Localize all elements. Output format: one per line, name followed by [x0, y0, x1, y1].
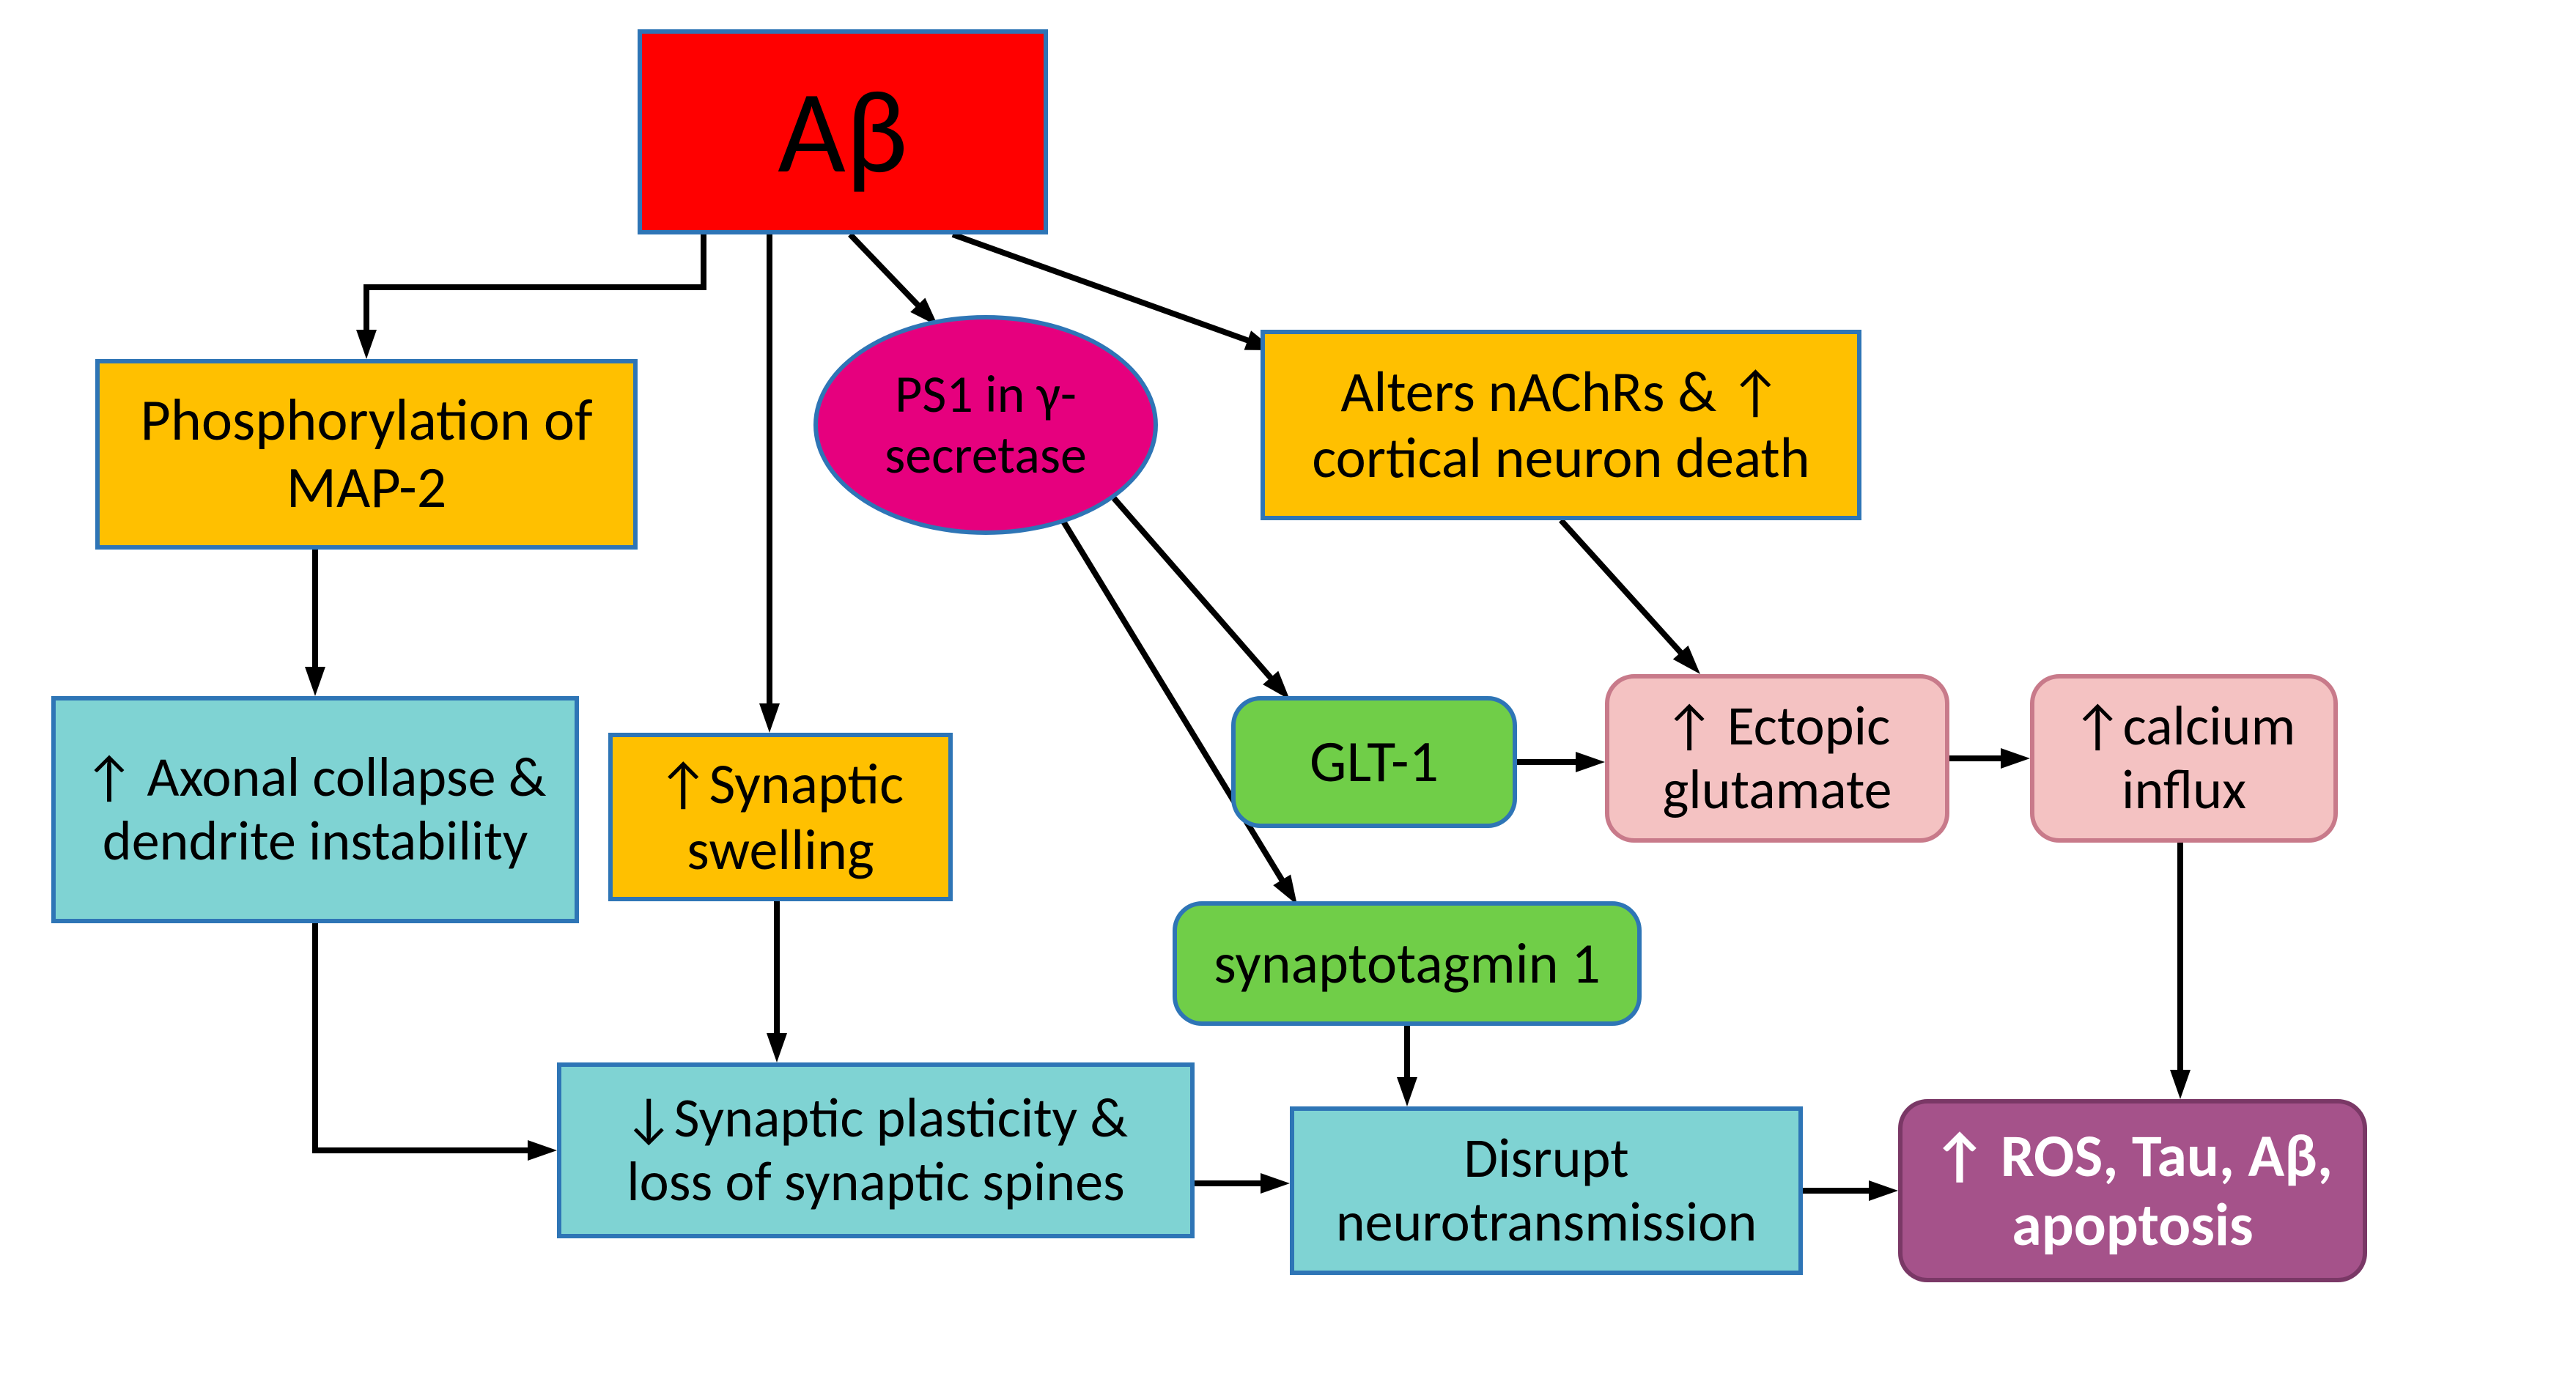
edge-nachrs-to-ectopic [1561, 520, 1689, 661]
arrowhead-axonal-to-plasticity [528, 1140, 557, 1161]
arrowhead-glt1-to-ectopic [1576, 752, 1605, 772]
arrowhead-syt1-to-disrupt [1397, 1077, 1417, 1106]
node-axonal: ↑ Axonal collapse & dendrite instability [51, 696, 579, 923]
node-abeta: Aβ [638, 29, 1048, 234]
node-ros: ↑ ROS, Tau, Aβ, apoptosis [1898, 1099, 2367, 1282]
node-map2: Phosphorylation of MAP-2 [95, 359, 638, 550]
node-swelling: ↑Synaptic swelling [608, 733, 953, 901]
arrowhead-ps1-to-syt1 [1273, 875, 1297, 905]
edge-abeta-to-ps1 [850, 234, 926, 314]
edge-ps1-to-glt1 [1114, 498, 1278, 687]
arrowhead-abeta-to-swelling [759, 703, 780, 733]
arrowhead-calcium-to-ros [2170, 1070, 2191, 1099]
arrowhead-map2-to-axonal [305, 667, 325, 696]
edge-abeta-to-map2 [366, 234, 704, 341]
arrowhead-disrupt-to-ros [1869, 1180, 1898, 1201]
arrowhead-nachrs-to-ectopic [1673, 646, 1700, 674]
arrowhead-plasticity-to-disrupt [1261, 1173, 1290, 1194]
node-calcium: ↑calcium influx [2030, 674, 2338, 843]
arrowhead-abeta-to-map2 [356, 330, 377, 359]
node-nachrs: Alters nAChRs & ↑ cortical neuron death [1261, 330, 1861, 520]
arrowhead-ectopic-to-calcium [2001, 748, 2030, 769]
arrowhead-swelling-to-plasticity [767, 1033, 787, 1062]
node-ectopic: ↑ Ectopic glutamate [1605, 674, 1949, 843]
node-glt1: GLT-1 [1231, 696, 1517, 828]
node-ps1: PS1 in γ-secretase [813, 315, 1158, 535]
edge-axonal-to-plasticity [315, 923, 539, 1150]
node-syt1: synaptotagmin 1 [1173, 901, 1642, 1026]
diagram-canvas: AβPhosphorylation of MAP-2 PS1 in γ-secre… [0, 0, 2576, 1379]
node-disrupt: Disrupt neurotransmission [1290, 1106, 1803, 1275]
node-plasticity: ↓Synaptic plasticity & loss of synaptic … [557, 1062, 1195, 1238]
